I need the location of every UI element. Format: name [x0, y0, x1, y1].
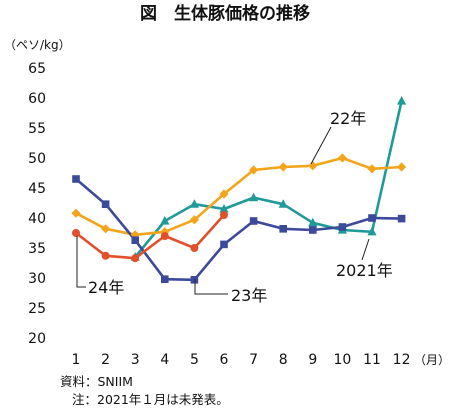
series-label: 24年 [88, 278, 124, 297]
data-point [397, 162, 407, 172]
x-tick-label: 10 [333, 352, 351, 368]
data-point [101, 251, 110, 260]
y-tick-label: 65 [28, 61, 46, 77]
data-point [219, 189, 229, 199]
data-point [189, 199, 199, 208]
price-chart: 図 生体豚価格の推移 （ペソ/kg） （月） 20253035404550556… [4, 3, 450, 368]
data-point [249, 217, 258, 225]
data-point [249, 192, 259, 202]
data-point [278, 162, 288, 172]
data-point [337, 153, 347, 163]
x-tick-label: 6 [220, 352, 229, 368]
data-point [397, 96, 407, 105]
data-point [308, 161, 318, 171]
data-point [219, 204, 229, 213]
x-tick-label: 4 [160, 352, 169, 368]
series-line [134, 100, 403, 258]
y-tick-label: 20 [28, 331, 46, 347]
label-leader-line [310, 126, 332, 165]
data-point [367, 164, 377, 174]
data-point [72, 229, 80, 237]
chart-title: 図 生体豚価格の推移 [140, 3, 310, 24]
data-point [189, 215, 199, 225]
x-axis-unit: （月） [414, 353, 450, 367]
data-point [101, 224, 111, 234]
data-point [190, 276, 199, 284]
y-tick-label: 35 [28, 241, 46, 257]
x-tick-label: 2 [101, 352, 110, 368]
data-point [101, 200, 110, 208]
data-point [279, 225, 287, 233]
data-point [368, 214, 376, 222]
series-line [75, 214, 225, 260]
x-tick-label: 3 [131, 352, 140, 368]
series-label: 23年 [231, 286, 267, 305]
y-tick-label: 60 [28, 91, 46, 107]
data-point [131, 254, 140, 263]
y-tick-label: 40 [28, 211, 46, 227]
x-tick-label: 7 [249, 352, 258, 368]
data-point [309, 226, 317, 234]
data-point [220, 211, 228, 219]
data-point [71, 208, 81, 218]
series-line [75, 178, 402, 282]
data-point [160, 216, 170, 225]
data-point [249, 165, 259, 175]
x-tick-label: 5 [190, 352, 199, 368]
data-point [278, 199, 288, 208]
series-label: 2021年 [336, 261, 393, 280]
y-tick-label: 45 [28, 181, 46, 197]
x-tick-label: 8 [279, 352, 288, 368]
data-point [338, 223, 347, 231]
data-point [308, 217, 318, 227]
y-axis-unit: （ペソ/kg） [4, 38, 71, 52]
x-tick-label: 12 [393, 352, 411, 368]
x-tick-label: 11 [363, 352, 381, 368]
data-point [160, 232, 169, 240]
label-leader-line [194, 279, 228, 295]
y-tick-label: 50 [28, 151, 46, 167]
source-note: 資料：SNIIM [60, 374, 133, 389]
x-tick-label: 1 [72, 352, 81, 368]
label-leader-line [361, 238, 370, 261]
y-tick-label: 30 [28, 271, 46, 287]
data-point [161, 275, 169, 283]
label-leader-line [76, 236, 86, 288]
y-tick-label: 25 [28, 301, 46, 317]
data-point [190, 244, 199, 252]
series-label: 22年 [330, 109, 366, 128]
footnote: 注：2021年１月は未発表。 [72, 392, 229, 407]
x-tick-label: 9 [308, 352, 317, 368]
data-point [131, 236, 139, 244]
data-point [220, 240, 228, 249]
data-point [72, 175, 80, 183]
data-point [367, 226, 377, 236]
y-tick-label: 55 [28, 121, 46, 137]
data-point [397, 214, 406, 223]
